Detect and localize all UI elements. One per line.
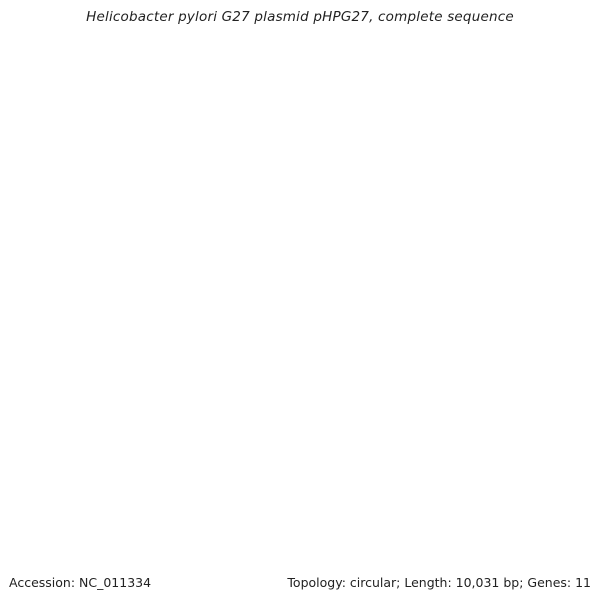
topology-summary: Topology: circular; Length: 10,031 bp; G… xyxy=(287,575,591,590)
accession-label: Accession: NC_011334 xyxy=(9,575,152,590)
map-title: Helicobacter pylori G27 plasmid pHPG27, … xyxy=(86,9,514,25)
